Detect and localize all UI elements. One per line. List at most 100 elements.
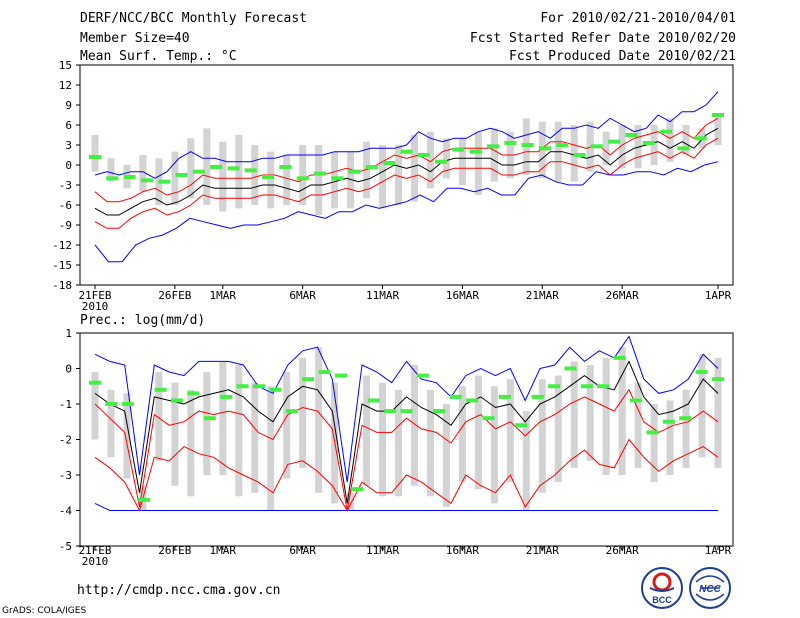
y-tick-label: 12 bbox=[59, 79, 72, 92]
x-tick-label: 1MAR bbox=[210, 289, 237, 302]
x-tick-label: 11MAR bbox=[366, 289, 399, 302]
x-tick-label: 16MAR bbox=[446, 289, 479, 302]
observed-mark bbox=[712, 377, 724, 382]
observed-mark bbox=[573, 153, 586, 157]
observed-mark bbox=[694, 136, 707, 141]
ensemble-box bbox=[554, 375, 562, 483]
ensemble-box bbox=[91, 135, 99, 172]
observed-mark bbox=[334, 373, 347, 378]
observed-mark bbox=[187, 391, 200, 396]
observed-mark bbox=[367, 398, 380, 403]
ensemble-box bbox=[395, 145, 403, 205]
observed-mark bbox=[203, 416, 216, 421]
ensemble-box bbox=[586, 121, 594, 169]
observed-mark bbox=[613, 355, 626, 360]
observed-mark bbox=[121, 402, 134, 406]
ensemble-box bbox=[155, 372, 163, 461]
observed-mark bbox=[590, 144, 603, 149]
observed-mark bbox=[105, 402, 118, 406]
observed-mark bbox=[712, 113, 724, 117]
ensemble-box bbox=[666, 400, 674, 475]
observed-mark bbox=[521, 143, 534, 147]
observed-mark bbox=[154, 387, 167, 392]
observed-mark bbox=[452, 147, 465, 152]
precip-title: Prec.: log(mm/d) bbox=[80, 313, 205, 328]
observed-mark bbox=[252, 384, 265, 389]
observed-mark bbox=[106, 176, 119, 181]
ensemble-box bbox=[634, 125, 642, 169]
observed-mark bbox=[597, 384, 610, 389]
ensemble-box bbox=[666, 118, 674, 162]
y-tick-label: -2 bbox=[59, 434, 72, 447]
ensemble-box bbox=[315, 347, 323, 493]
ensemble-box bbox=[123, 393, 131, 479]
ensemble-box bbox=[490, 386, 498, 504]
observed-mark bbox=[302, 377, 315, 382]
spread-upper-line bbox=[94, 117, 719, 203]
member-size-label: Member Size=40 bbox=[80, 31, 190, 46]
observed-mark bbox=[487, 144, 500, 149]
observed-mark bbox=[642, 141, 655, 145]
fcst-started-label: Fcst Started Refer Date 2010/02/20 bbox=[469, 31, 736, 46]
ensemble-box bbox=[187, 138, 195, 199]
observed-mark bbox=[660, 129, 673, 134]
ensemble-box bbox=[698, 354, 706, 458]
y-tick-label: -12 bbox=[52, 239, 72, 252]
ensemble-box bbox=[634, 382, 642, 468]
observed-mark bbox=[556, 143, 569, 147]
observed-mark bbox=[531, 394, 544, 399]
observed-mark bbox=[365, 165, 378, 169]
ensemble-box bbox=[363, 375, 371, 486]
fcst-produced-label: Fcst Produced Date 2010/02/21 bbox=[509, 49, 736, 64]
ensemble-box bbox=[442, 404, 450, 507]
ensemble-box bbox=[171, 151, 179, 205]
x-tick-label: 1APR bbox=[705, 289, 732, 302]
ensemble-box bbox=[490, 128, 498, 182]
observed-mark bbox=[227, 166, 240, 171]
observed-mark bbox=[220, 394, 233, 399]
ensemble-box bbox=[458, 386, 466, 483]
observed-mark bbox=[625, 133, 638, 137]
observed-mark bbox=[646, 430, 659, 435]
x-tick-label: 21MAR bbox=[526, 289, 559, 302]
ensemble-box bbox=[379, 145, 387, 209]
observed-mark bbox=[210, 165, 223, 169]
observed-mark bbox=[279, 165, 292, 169]
plot-frame-0 bbox=[79, 64, 734, 286]
ensemble-box bbox=[714, 115, 722, 145]
ensemble-max-line bbox=[94, 91, 719, 179]
y-tick-label: -6 bbox=[59, 199, 72, 212]
observed-mark bbox=[504, 141, 517, 145]
x-tick-label: 21MAR bbox=[526, 544, 559, 557]
ensemble-box bbox=[474, 375, 482, 490]
ensemble-box bbox=[474, 131, 482, 195]
ensemble-box bbox=[682, 389, 690, 468]
ensemble-box bbox=[235, 135, 243, 209]
spread-lower-line bbox=[94, 137, 719, 229]
observed-mark bbox=[498, 394, 511, 399]
observed-mark bbox=[158, 179, 171, 184]
ensemble-box bbox=[203, 128, 211, 205]
chart-title: DERF/NCC/BCC Monthly Forecast bbox=[80, 11, 307, 26]
ensemble-box bbox=[251, 382, 259, 493]
ensemble-mean-line bbox=[94, 360, 719, 504]
ensemble-min-line bbox=[94, 502, 718, 511]
observed-mark bbox=[331, 176, 344, 181]
ensemble-box bbox=[410, 386, 418, 486]
x-tick-label: 16MAR bbox=[446, 544, 479, 557]
ensemble-box bbox=[506, 379, 514, 483]
y-tick-label: 9 bbox=[65, 99, 72, 112]
ensemble-box bbox=[522, 411, 530, 511]
observed-mark bbox=[400, 149, 413, 154]
x-tick-label: 26MAR bbox=[606, 289, 639, 302]
observed-mark bbox=[580, 384, 593, 389]
observed-mark bbox=[466, 398, 479, 403]
y-tick-label: -5 bbox=[59, 540, 72, 553]
x-tick-label: 26MAR bbox=[606, 544, 639, 557]
observed-mark bbox=[348, 169, 361, 174]
y-tick-label: -1 bbox=[59, 398, 72, 411]
y-tick-label: -9 bbox=[59, 219, 72, 232]
ensemble-box bbox=[283, 155, 291, 205]
ensemble-box bbox=[426, 389, 434, 497]
